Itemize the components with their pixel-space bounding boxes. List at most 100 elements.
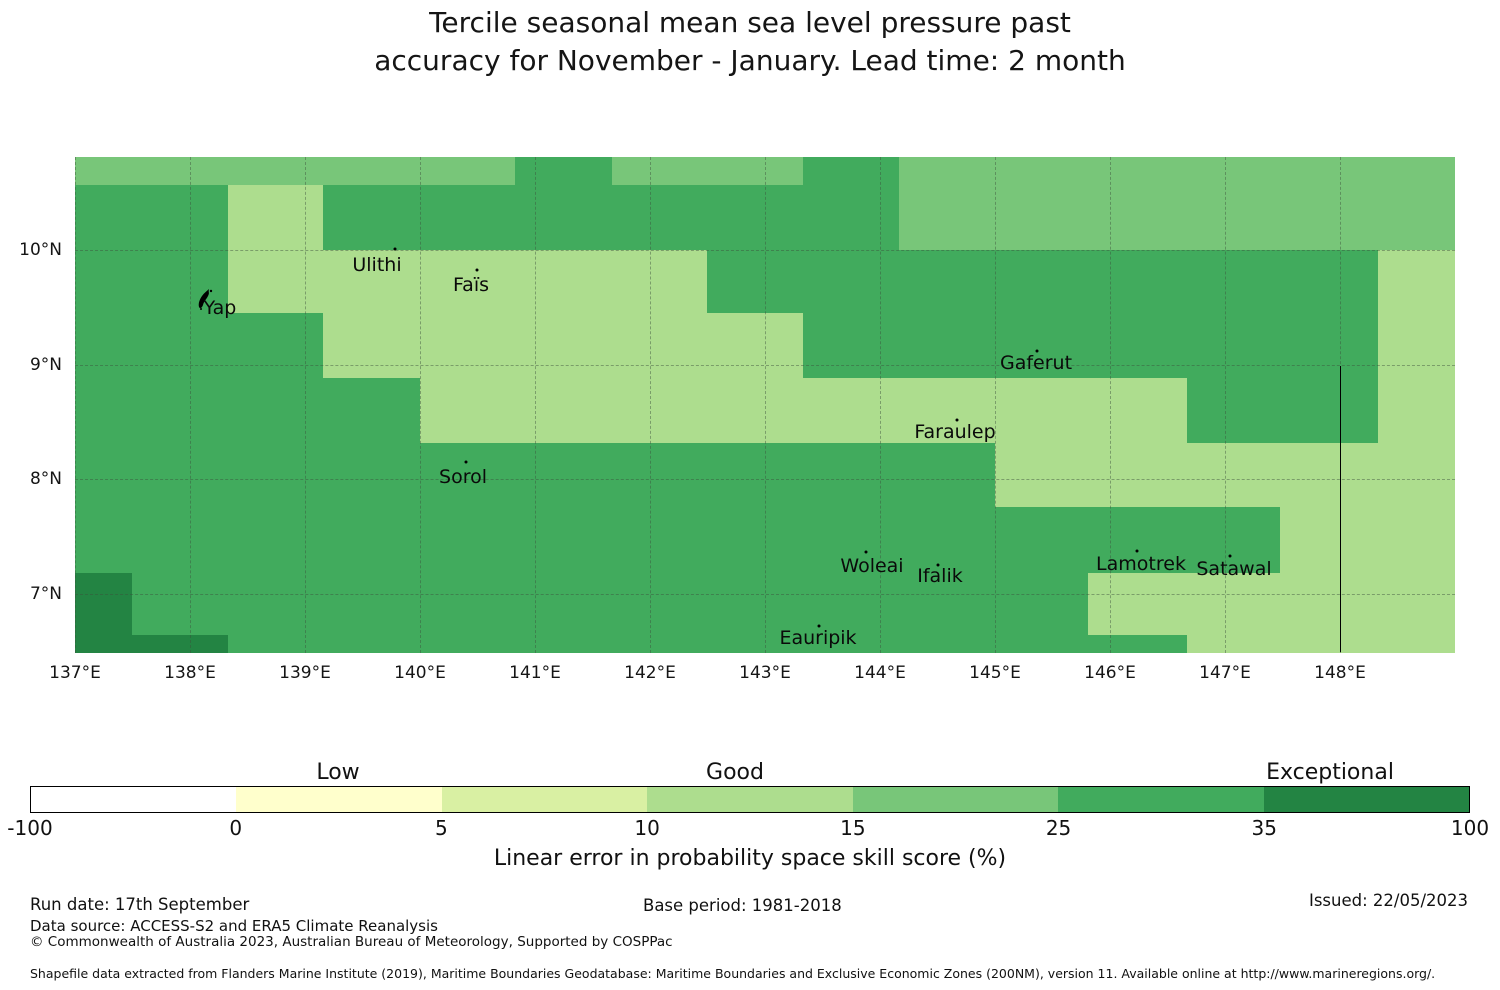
map-cell <box>75 443 995 507</box>
island-label: Woleai <box>840 555 904 577</box>
map-cell <box>75 635 228 653</box>
island-marker-dot <box>1135 549 1139 553</box>
island-shape-yap <box>195 287 217 315</box>
y-axis-tick-label: 8°N <box>29 469 62 489</box>
map-cell <box>995 443 1455 507</box>
map-cell <box>323 185 899 250</box>
island-label: Satawal <box>1196 558 1272 580</box>
colorbar-tick-label: 10 <box>634 816 660 840</box>
island-label: Ifalik <box>917 565 963 587</box>
colorbar-segment <box>647 787 853 812</box>
map-cell <box>323 313 803 378</box>
footer-base-period: Base period: 1981-2018 <box>643 896 842 915</box>
gridline-vertical <box>75 157 76 653</box>
island-marker-dot <box>955 418 959 422</box>
island-marker-dot <box>1228 554 1232 558</box>
map-cell <box>228 250 707 313</box>
figure-title: Tercile seasonal mean sea level pressure… <box>0 4 1500 80</box>
x-axis-tick-label: 140°E <box>394 663 446 683</box>
map-cell <box>420 378 1187 443</box>
colorbar-category-label: Low <box>316 760 360 785</box>
gridline-vertical <box>420 157 421 653</box>
colorbar-tick-label: -100 <box>7 816 53 840</box>
map-area: Yap Ulithi Faïs Gaferut Faraulep Sorol Woleai I… <box>75 157 1455 653</box>
map-cell <box>228 185 323 250</box>
x-axis-tick-label: 141°E <box>509 663 561 683</box>
x-axis-tick-label: 148°E <box>1314 663 1366 683</box>
island-label: Lamotrek <box>1096 553 1186 575</box>
map-cell <box>803 157 899 185</box>
colorbar-tick-label: 5 <box>435 816 448 840</box>
footer-copyright: © Commonwealth of Australia 2023, Austra… <box>30 934 673 950</box>
colorbar-segment <box>31 787 237 812</box>
island-label: Eauripik <box>779 627 857 649</box>
map-cell <box>1088 573 1455 635</box>
x-axis-tick-label: 138°E <box>164 663 216 683</box>
x-axis-tick-label: 137°E <box>49 663 101 683</box>
y-axis-tick-label: 9°N <box>29 355 62 375</box>
x-axis-tick-label: 143°E <box>739 663 791 683</box>
title-line-1: Tercile seasonal mean sea level pressure… <box>429 6 1071 39</box>
x-axis-tick-label: 145°E <box>969 663 1021 683</box>
gridline-horizontal <box>75 479 1455 480</box>
map-cell <box>899 157 1455 185</box>
colorbar-tick-label: 0 <box>229 816 243 840</box>
colorbar-tick-label: 25 <box>1045 816 1072 840</box>
gridline-vertical <box>305 157 306 653</box>
colorbar-category-label: Good <box>706 760 764 785</box>
map-cell <box>1378 313 1455 378</box>
colorbar-segment <box>852 787 1059 812</box>
colorbar-tick-label: 100 <box>1450 816 1490 840</box>
colorbar-caption: Linear error in probability space skill … <box>493 846 1007 871</box>
gridline-vertical <box>1110 157 1111 653</box>
gridline-vertical <box>995 157 996 653</box>
map-cell <box>899 185 1455 250</box>
map-cell <box>612 157 803 185</box>
map-cell <box>75 573 132 635</box>
island-marker-dot <box>464 460 468 464</box>
map-cell <box>1280 507 1455 573</box>
colorbar-category-label: Exceptional <box>1266 760 1394 785</box>
map-cell <box>1187 635 1455 653</box>
island-marker-dot <box>475 268 479 272</box>
map-cell <box>75 185 228 250</box>
map-cell <box>1378 250 1455 313</box>
map-cell <box>228 635 1187 653</box>
footer-data-source: Data source: ACCESS-S2 and ERA5 Climate … <box>30 917 438 935</box>
map-cell <box>1187 378 1378 443</box>
footer-run-date: Run date: 17th September <box>30 895 250 914</box>
map-cell <box>803 313 1378 378</box>
island-marker-dot <box>1035 349 1039 353</box>
island-label: Gaferut <box>999 352 1073 374</box>
x-axis-tick-label: 139°E <box>279 663 331 683</box>
island-label: Ulithi <box>352 254 402 276</box>
map-cell <box>707 250 1378 313</box>
footer-issued: Issued: 22/05/2023 <box>1308 891 1468 910</box>
colorbar-tick-label: 35 <box>1251 816 1278 840</box>
title-line-2: accuracy for November - January. Lead ti… <box>374 44 1126 77</box>
gridline-vertical <box>650 157 651 653</box>
gridline-vertical <box>765 157 766 653</box>
x-axis-tick-label: 144°E <box>854 663 906 683</box>
map-cell <box>75 378 420 443</box>
gridline-horizontal <box>75 250 1455 251</box>
island-label: Yap <box>203 297 237 319</box>
map-cell <box>75 507 1280 573</box>
map-cell <box>75 313 323 378</box>
map-cell <box>1378 378 1455 443</box>
maritime-boundary-line <box>1340 366 1341 652</box>
colorbar-segment <box>441 787 648 812</box>
gridline-vertical <box>1225 157 1226 653</box>
island-marker-dot <box>817 624 821 628</box>
island-marker-dot <box>393 247 397 251</box>
map-cell <box>132 573 1088 635</box>
gridline-horizontal <box>75 594 1455 595</box>
island-label: Faraulep <box>914 421 996 443</box>
gridline-vertical <box>880 157 881 653</box>
map-cell <box>515 157 612 185</box>
x-axis-tick-label: 147°E <box>1199 663 1251 683</box>
colorbar-tick-label: 15 <box>840 816 866 840</box>
gridline-vertical <box>535 157 536 653</box>
footer-shapefile-note: Shapefile data extracted from Flanders M… <box>30 966 1436 981</box>
